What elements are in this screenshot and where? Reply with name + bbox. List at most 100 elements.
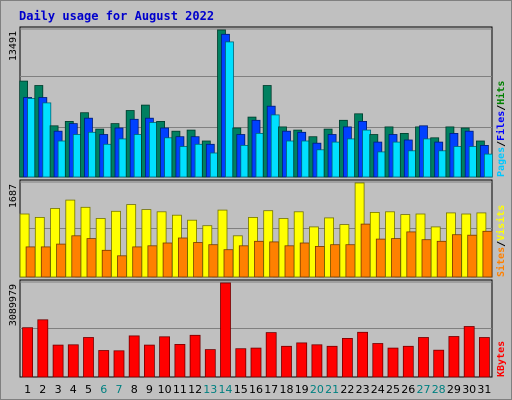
- legend-item-hits-files-pages-3: /: [496, 105, 507, 111]
- legend-kbytes: KBytes: [496, 341, 507, 377]
- bar-kbytes-day-15: [235, 348, 247, 378]
- day-label-11: 11: [173, 383, 187, 396]
- bar-visits-day-8: [126, 204, 137, 278]
- day-label-20: 20: [310, 383, 324, 396]
- bar-kbytes-day-25: [387, 347, 399, 378]
- bar-pages-day-29: [453, 146, 463, 178]
- bar-pages-day-24: [377, 151, 387, 178]
- ymax-label-kbytes: 3089979: [8, 284, 19, 326]
- bar-sites-day-1: [25, 246, 36, 278]
- bar-pages-day-26: [407, 150, 417, 178]
- bar-sites-day-29: [451, 234, 462, 278]
- bar-sites-day-8: [132, 246, 143, 278]
- bar-kbytes-day-8: [128, 335, 140, 378]
- day-label-10: 10: [158, 383, 172, 396]
- bar-sites-day-4: [71, 235, 82, 278]
- bar-kbytes-day-7: [113, 350, 125, 378]
- bar-visits-day-7: [111, 210, 121, 278]
- bar-pages-day-14: [225, 41, 234, 178]
- bar-kbytes-day-18: [281, 345, 292, 378]
- bar-kbytes-day-24: [372, 343, 384, 378]
- day-label-3: 3: [55, 383, 62, 396]
- day-label-19: 19: [295, 383, 309, 396]
- bar-sites-day-11: [177, 237, 188, 278]
- day-label-22: 22: [340, 383, 354, 396]
- bar-pages-day-31: [483, 153, 493, 178]
- bar-sites-day-3: [56, 243, 66, 278]
- day-label-1: 1: [24, 383, 31, 396]
- day-label-15: 15: [234, 383, 248, 396]
- bar-sites-day-7: [117, 255, 127, 278]
- bar-pages-day-18: [286, 140, 295, 178]
- bar-pages-day-11: [179, 146, 189, 178]
- bar-kbytes-day-20: [311, 344, 323, 378]
- day-label-18: 18: [280, 383, 294, 396]
- bar-kbytes-day-14: [220, 282, 231, 378]
- bar-sites-day-28: [436, 240, 447, 278]
- bar-kbytes-day-5: [83, 337, 94, 378]
- day-label-8: 8: [131, 383, 138, 396]
- legend-item-hits-files-pages-0: Pages: [496, 147, 507, 177]
- bar-sites-day-13: [208, 244, 219, 278]
- bar-pages-day-2: [42, 102, 52, 178]
- day-label-25: 25: [386, 383, 400, 396]
- bar-visits-day-6: [95, 218, 106, 278]
- bar-sites-day-27: [421, 239, 432, 278]
- bar-pages-day-22: [346, 138, 356, 178]
- bar-pages-day-20: [316, 149, 326, 178]
- bar-visits-day-1: [19, 213, 30, 278]
- bar-kbytes-day-11: [174, 343, 186, 378]
- bar-sites-day-23: [360, 223, 371, 278]
- day-label-23: 23: [356, 383, 370, 396]
- legend-item-visits-sites-1: /: [496, 241, 507, 247]
- bar-kbytes-day-21: [326, 345, 338, 378]
- bar-kbytes-day-16: [250, 347, 262, 378]
- bar-kbytes-day-10: [159, 336, 171, 378]
- ymax-label-hits-files-pages: 13491: [8, 31, 19, 61]
- day-label-7: 7: [116, 383, 123, 396]
- day-label-14: 14: [219, 383, 233, 396]
- legend-item-visits-sites-2: Visits: [495, 205, 507, 241]
- bar-sites-day-10: [162, 242, 173, 278]
- legend-item-hits-files-pages-1: /: [496, 141, 507, 147]
- bar-sites-day-9: [147, 245, 158, 278]
- bar-visits-day-3: [50, 208, 60, 278]
- bar-sites-day-21: [330, 244, 341, 278]
- bar-pages-day-1: [27, 98, 37, 178]
- bar-kbytes-day-26: [402, 345, 414, 378]
- day-label-24: 24: [371, 383, 385, 396]
- bar-pages-day-25: [392, 141, 402, 178]
- bar-sites-day-15: [238, 245, 249, 278]
- bar-sites-day-12: [193, 242, 204, 278]
- bar-kbytes-day-19: [296, 342, 308, 378]
- bar-kbytes-day-29: [448, 336, 460, 378]
- bar-sites-day-22: [345, 244, 356, 278]
- day-label-28: 28: [432, 383, 446, 396]
- bar-sites-day-30: [467, 234, 478, 278]
- bar-sites-day-6: [101, 249, 112, 278]
- day-label-13: 13: [203, 383, 217, 396]
- day-label-31: 31: [477, 383, 491, 396]
- bar-sites-day-2: [40, 246, 51, 278]
- day-label-4: 4: [70, 383, 77, 396]
- bar-pages-day-9: [148, 122, 158, 178]
- bar-kbytes-day-1: [22, 327, 34, 378]
- day-label-29: 29: [447, 383, 461, 396]
- day-label-26: 26: [401, 383, 415, 396]
- bar-sites-day-16: [254, 240, 264, 278]
- bar-kbytes-day-13: [204, 349, 216, 378]
- legend-hits-files-pages: Pages/Files/Hits: [495, 81, 507, 177]
- day-label-16: 16: [249, 383, 263, 396]
- legend-visits-sites: Sites/Visits: [495, 205, 507, 277]
- bar-kbytes-day-23: [357, 331, 369, 378]
- bar-kbytes-day-28: [433, 349, 445, 378]
- bar-sites-day-26: [406, 231, 417, 278]
- bar-kbytes-day-9: [143, 344, 155, 378]
- bar-kbytes-day-2: [37, 319, 49, 378]
- day-label-27: 27: [417, 383, 431, 396]
- day-label-2: 2: [39, 383, 46, 396]
- bar-kbytes-day-30: [463, 326, 475, 378]
- bar-sites-day-31: [482, 230, 493, 278]
- day-label-6: 6: [100, 383, 107, 396]
